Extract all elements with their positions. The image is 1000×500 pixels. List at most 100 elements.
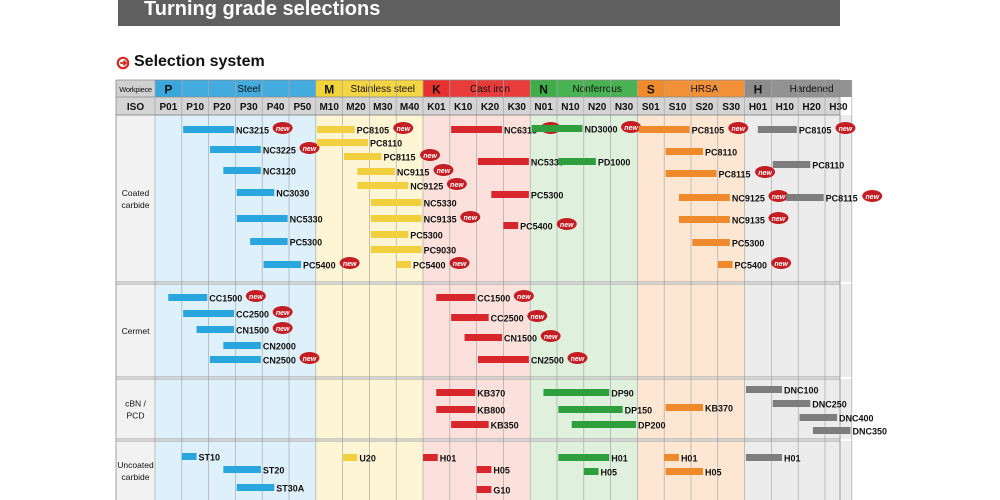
new-badge-text: new <box>772 194 786 201</box>
new-badge <box>556 218 577 230</box>
group-letter-cell-M <box>315 80 343 97</box>
grade-label: KB370 <box>705 404 733 414</box>
iso-code-P20: P20 <box>213 102 231 113</box>
grade-label: PC8115 <box>826 194 858 204</box>
grade-label: KB800 <box>477 406 505 416</box>
grade-label: ST20 <box>263 466 285 476</box>
grade-bar <box>464 334 503 341</box>
grade-label: CC2500 <box>236 310 269 320</box>
new-badge-text: new <box>865 194 879 201</box>
grade-label: PD1000 <box>598 158 631 168</box>
grade-bar <box>370 246 422 253</box>
group-name-cell-K <box>449 80 531 97</box>
group-name-K: Cast iron <box>470 84 510 95</box>
grade-label: PC8110 <box>705 148 737 158</box>
grade-label: NC9125 <box>410 182 443 192</box>
group-letter-cell-P <box>155 80 182 97</box>
section-title: Selection system <box>134 53 265 70</box>
new-badge-text: new <box>463 215 477 222</box>
iso-code-S20: S20 <box>696 102 714 113</box>
grade-label: NC9135 <box>732 216 765 226</box>
group-letter-cell-H <box>744 80 772 97</box>
new-badge-text: new <box>276 126 290 133</box>
grade-bar <box>236 484 275 491</box>
group-name-cell-S <box>664 80 745 97</box>
group-letter-S: S <box>647 83 655 97</box>
new-badge-text: new <box>437 168 451 175</box>
grade-bar <box>209 356 261 363</box>
grade-label: PC5300 <box>410 231 443 241</box>
grade-label: DP150 <box>625 406 653 416</box>
grade-bar <box>357 168 395 175</box>
grade-bar <box>678 194 730 201</box>
new-badge <box>245 290 266 302</box>
grade-label: NC3030 <box>276 189 309 199</box>
grade-label: H01 <box>440 454 457 464</box>
workpiece-cell <box>116 80 155 97</box>
grade-label: NC3120 <box>263 167 296 177</box>
new-badge <box>460 211 481 223</box>
group-name-M: Stainless steel <box>351 84 415 95</box>
grade-label: CN2500 <box>531 356 564 366</box>
group-letter-H: H <box>754 83 763 97</box>
new-badge-text: new <box>303 356 317 363</box>
grade-bar <box>342 454 358 461</box>
grade-bar <box>396 261 411 268</box>
grade-bar <box>745 386 782 393</box>
group-name-cell-N <box>557 80 638 97</box>
grade-label: H01 <box>784 454 801 464</box>
category-label: carbide <box>122 472 150 482</box>
new-badge <box>768 212 789 224</box>
grade-bar <box>799 414 838 421</box>
iso-code-P40: P40 <box>267 102 285 113</box>
grade-bar <box>451 314 489 321</box>
grade-bar <box>571 421 637 428</box>
grade-bar <box>772 400 811 407</box>
iso-code-P50: P50 <box>294 102 312 113</box>
group-letter-cell-S <box>637 80 665 97</box>
new-badge-text: new <box>758 170 772 177</box>
new-badge-text: new <box>839 126 853 133</box>
new-badge-text: new <box>249 294 263 301</box>
grade-bar <box>476 466 492 473</box>
grade-bar <box>183 126 235 133</box>
grade-label: CN1500 <box>504 334 537 344</box>
new-badge-text: new <box>571 356 585 363</box>
category-label: PCD <box>127 411 145 421</box>
grade-bar <box>503 222 519 229</box>
new-badge-text: new <box>450 182 464 189</box>
grade-label: PC5400 <box>303 261 336 271</box>
iso-code-S01: S01 <box>642 102 660 113</box>
grade-label: CC2500 <box>491 314 524 324</box>
grade-label: ST30A <box>276 484 305 494</box>
grade-bar <box>477 158 529 165</box>
new-badge <box>393 122 414 134</box>
grade-label: PC8105 <box>357 126 390 136</box>
group-name-N: Nonferrous <box>572 84 621 95</box>
grade-label: PC5400 <box>520 222 553 232</box>
new-badge <box>527 310 548 322</box>
group-name-cell-M <box>342 80 423 97</box>
group-name-H: Hardened <box>790 84 834 95</box>
grade-label: DNC250 <box>812 400 847 410</box>
grade-bar <box>665 170 717 177</box>
grade-label: PC8110 <box>370 139 402 149</box>
grade-bar <box>223 466 261 473</box>
grade-bar <box>558 406 623 413</box>
category-cell-bg <box>116 441 155 500</box>
iso-code-K30: K30 <box>508 102 527 113</box>
grade-label: H01 <box>681 454 698 464</box>
category-cell-bg <box>116 284 155 377</box>
group-letter-K: K <box>432 83 441 97</box>
category-cell-bg <box>116 115 155 282</box>
grade-bar <box>317 139 369 146</box>
grade-label: U20 <box>359 454 376 464</box>
new-badge-text: new <box>560 222 574 229</box>
workpiece-label: Workpiece <box>119 85 152 94</box>
new-badge-text: new <box>774 261 788 268</box>
group-letter-cell-N <box>530 80 557 97</box>
category-label: Coated <box>122 188 150 198</box>
grade-label: ST10 <box>199 453 221 463</box>
iso-code-S30: S30 <box>722 102 740 113</box>
new-badge <box>299 142 320 154</box>
